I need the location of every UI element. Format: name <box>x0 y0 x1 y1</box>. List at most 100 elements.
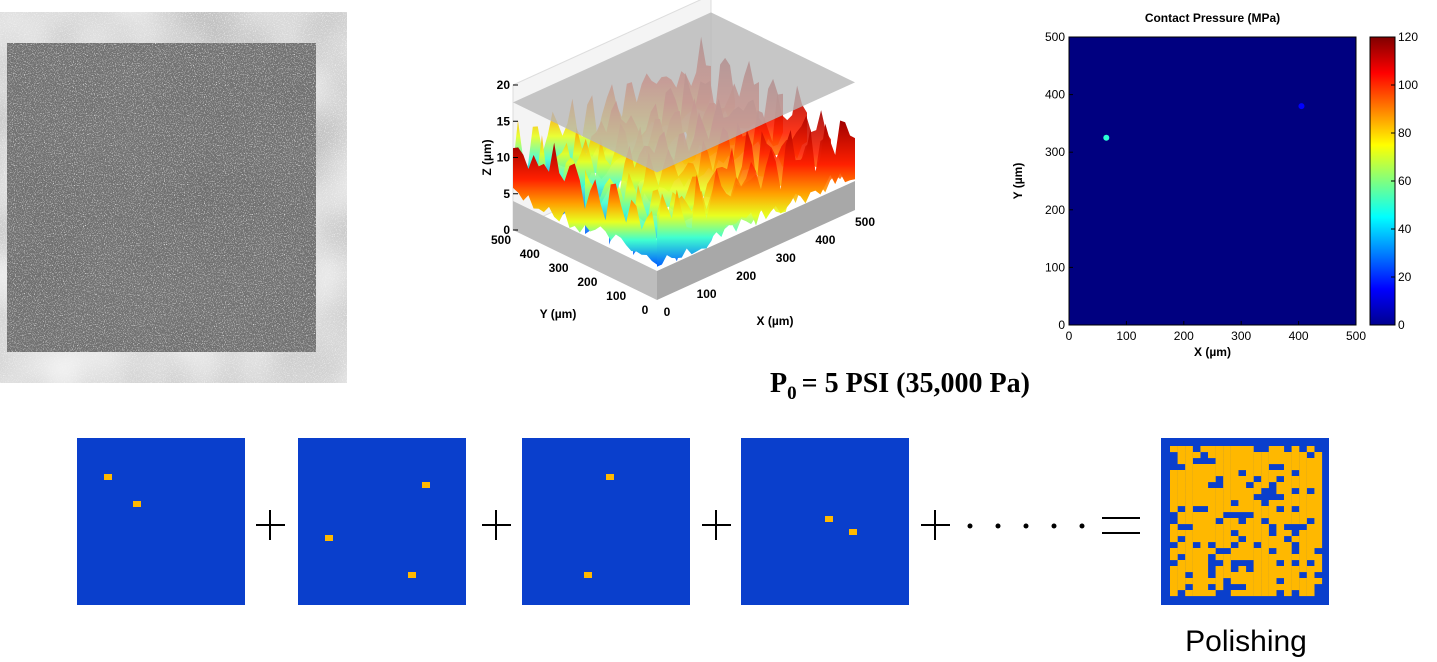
polished-cell <box>1208 470 1216 476</box>
polished-cell <box>1238 446 1246 452</box>
x-tick-label: 200 <box>1174 329 1194 343</box>
polished-cell <box>1223 524 1231 530</box>
polished-cell <box>1314 536 1322 542</box>
polished-cell <box>1178 494 1186 500</box>
polished-cell <box>1269 536 1277 542</box>
polished-cell <box>1292 458 1300 464</box>
polished-cell <box>1261 542 1269 548</box>
figure: 05101520Z (µm)01002003004005000100200300… <box>0 0 1437 657</box>
y-axis-label: Y (µm) <box>1011 163 1025 200</box>
polished-cell <box>1292 536 1300 542</box>
polished-cell <box>1178 500 1186 506</box>
polished-cell <box>1246 536 1254 542</box>
polished-cell <box>1254 536 1262 542</box>
polished-cell <box>1299 470 1307 476</box>
step-square <box>298 438 466 605</box>
x-tick-label: 300 <box>776 251 796 265</box>
polished-cell <box>1269 566 1277 572</box>
polished-cell <box>1276 584 1284 590</box>
polished-cell <box>1307 524 1315 530</box>
polished-cell <box>1254 500 1262 506</box>
polished-cell <box>1238 548 1246 554</box>
polished-cell <box>1307 584 1315 590</box>
polished-cell <box>1314 494 1322 500</box>
polished-cell <box>1170 530 1178 536</box>
polished-cell <box>1314 458 1322 464</box>
polished-cell <box>1314 518 1322 524</box>
polished-cell <box>1200 524 1208 530</box>
polished-cell <box>1254 530 1262 536</box>
polished-cell <box>1292 554 1300 560</box>
polished-cell <box>1170 590 1178 596</box>
polished-cell <box>1185 542 1193 548</box>
x-tick-label: 500 <box>1346 329 1366 343</box>
polished-cell <box>1299 590 1307 596</box>
x-tick-label: 300 <box>1231 329 1251 343</box>
polished-cell <box>1284 482 1292 488</box>
polished-cell <box>1193 518 1201 524</box>
z-tick-label: 15 <box>497 114 511 128</box>
polished-cell <box>1185 464 1193 470</box>
polished-cell <box>1170 548 1178 554</box>
polished-cell <box>1269 554 1277 560</box>
x-tick-label: 0 <box>1066 329 1073 343</box>
polished-cell <box>1261 578 1269 584</box>
polished-cell <box>1200 476 1208 482</box>
polished-cell <box>1193 500 1201 506</box>
polished-cell <box>1261 572 1269 578</box>
polished-cell <box>1223 464 1231 470</box>
x-tick-label: 400 <box>815 233 835 247</box>
map-title: Contact Pressure (MPa) <box>1145 11 1280 25</box>
polished-cell <box>1299 488 1307 494</box>
polished-cell <box>1200 500 1208 506</box>
polished-cell <box>1238 500 1246 506</box>
contact-spot <box>606 474 614 480</box>
polished-cell <box>1223 446 1231 452</box>
polished-cell <box>1276 452 1284 458</box>
x-axis-label: X (µm) <box>1194 345 1231 359</box>
polished-cell <box>1269 542 1277 548</box>
polished-cell <box>1200 488 1208 494</box>
polished-cell <box>1276 482 1284 488</box>
polished-cell <box>1193 590 1201 596</box>
polished-cell <box>1246 530 1254 536</box>
polished-cell <box>1231 482 1239 488</box>
polished-cell <box>1185 518 1193 524</box>
polished-cell <box>1216 584 1224 590</box>
polished-cell <box>1307 590 1315 596</box>
polished-cell <box>1170 446 1178 452</box>
polished-cell <box>1200 566 1208 572</box>
polished-cell <box>1223 566 1231 572</box>
polished-cell <box>1178 560 1186 566</box>
polished-cell <box>1261 458 1269 464</box>
polished-cell <box>1276 524 1284 530</box>
contact-spot <box>133 501 141 507</box>
polished-cell <box>1261 566 1269 572</box>
polished-cell <box>1276 542 1284 548</box>
polished-cell <box>1178 476 1186 482</box>
polished-cell <box>1185 470 1193 476</box>
colorbar-tick-label: 40 <box>1398 222 1412 236</box>
polished-cell <box>1269 584 1277 590</box>
polished-cell <box>1269 572 1277 578</box>
polished-cell <box>1307 464 1315 470</box>
polished-cell <box>1185 488 1193 494</box>
polished-cell <box>1200 554 1208 560</box>
polished-cell <box>1284 488 1292 494</box>
polished-cell <box>1170 482 1178 488</box>
polished-cell <box>1261 452 1269 458</box>
polished-cell <box>1200 548 1208 554</box>
polished-cell <box>1238 590 1246 596</box>
polished-cell <box>1238 554 1246 560</box>
polished-cell <box>1170 584 1178 590</box>
polished-cell <box>1170 578 1178 584</box>
x-axis-label: X (µm) <box>757 314 794 328</box>
polished-cell <box>1314 530 1322 536</box>
polished-cell <box>1261 554 1269 560</box>
polished-cell <box>1200 470 1208 476</box>
polished-cell <box>1170 524 1178 530</box>
polished-cell <box>1223 554 1231 560</box>
colorbar-tick-label: 0 <box>1398 318 1405 332</box>
colorbar-tick-label: 80 <box>1398 126 1412 140</box>
polished-cell <box>1231 446 1239 452</box>
